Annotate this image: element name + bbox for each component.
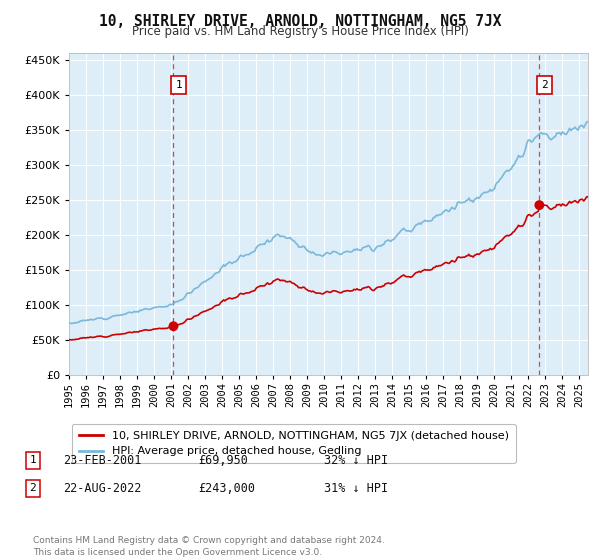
Text: 22-AUG-2022: 22-AUG-2022 (63, 482, 142, 495)
Point (169, 322, 178, 331)
Text: 31% ↓ HPI: 31% ↓ HPI (324, 482, 388, 495)
Text: 23-FEB-2001: 23-FEB-2001 (63, 454, 142, 467)
Text: Price paid vs. HM Land Registry's House Price Index (HPI): Price paid vs. HM Land Registry's House … (131, 25, 469, 38)
Text: 2: 2 (541, 80, 548, 90)
Text: 1: 1 (175, 80, 182, 90)
Text: 2: 2 (29, 483, 37, 493)
Text: £243,000: £243,000 (198, 482, 255, 495)
Text: Contains HM Land Registry data © Crown copyright and database right 2024.
This d: Contains HM Land Registry data © Crown c… (33, 536, 385, 557)
Text: £69,950: £69,950 (198, 454, 248, 467)
Text: 32% ↓ HPI: 32% ↓ HPI (324, 454, 388, 467)
Text: 10, SHIRLEY DRIVE, ARNOLD, NOTTINGHAM, NG5 7JX: 10, SHIRLEY DRIVE, ARNOLD, NOTTINGHAM, N… (99, 14, 501, 29)
Text: 1: 1 (29, 455, 37, 465)
Legend: 10, SHIRLEY DRIVE, ARNOLD, NOTTINGHAM, NG5 7JX (detached house), HPI: Average pr: 10, SHIRLEY DRIVE, ARNOLD, NOTTINGHAM, N… (72, 424, 515, 463)
Point (535, 200, 544, 209)
